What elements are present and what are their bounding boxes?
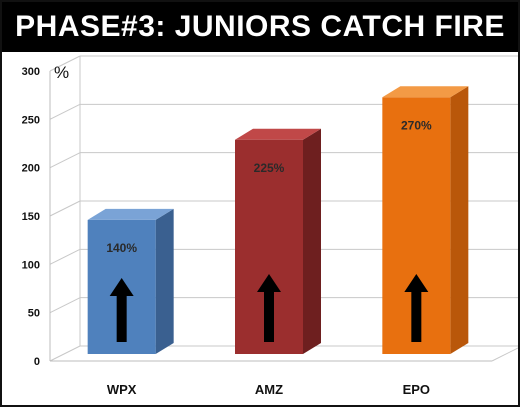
bar-top xyxy=(87,208,174,220)
bar-top xyxy=(235,128,321,140)
data-label: 140% xyxy=(106,241,137,255)
floor-right-edge xyxy=(491,347,518,362)
x-category-label: EPO xyxy=(403,382,430,397)
grid-diagonal xyxy=(49,248,81,265)
arrow-up-icon xyxy=(109,278,134,342)
y-tick-label: 200 xyxy=(22,163,40,175)
data-label: 270% xyxy=(401,118,432,132)
y-tick-label: 0 xyxy=(34,356,40,368)
y-tick-label: 100 xyxy=(22,259,40,271)
y-tick-label: 50 xyxy=(28,308,40,320)
data-label: 225% xyxy=(254,161,285,175)
bar-side xyxy=(155,208,174,354)
axes xyxy=(49,56,518,362)
y-tick-label: 250 xyxy=(22,114,40,126)
y-axis-unit-label: % xyxy=(54,63,69,82)
arrow-up-icon xyxy=(257,274,281,342)
y-tick-label: 150 xyxy=(22,211,40,223)
bar-top xyxy=(382,86,469,98)
bar-side xyxy=(303,128,321,354)
x-category-label: AMZ xyxy=(255,382,283,397)
labels: 0 50 100 150 200 250 300 140% WPX 225% AMZ 270% EPO xyxy=(22,66,432,397)
bar-wpx xyxy=(87,208,174,354)
y-tick-label: 300 xyxy=(22,66,40,78)
title-bar: PHASE#3: JUNIORS CATCH FIRE xyxy=(2,2,518,52)
grid-diagonal xyxy=(49,200,81,217)
grid-diagonal xyxy=(49,345,81,362)
grid-diagonal xyxy=(49,152,81,169)
x-category-label: WPX xyxy=(107,382,137,397)
grid-diagonal xyxy=(49,55,81,72)
chart-title: PHASE#3: JUNIORS CATCH FIRE xyxy=(15,10,505,43)
bar-epo xyxy=(382,86,469,355)
bar-amz xyxy=(235,128,321,354)
bars xyxy=(87,86,469,355)
grid-diagonal xyxy=(49,297,81,314)
grid-diagonal xyxy=(49,103,81,120)
arrow-up-icon xyxy=(404,274,429,342)
bar-side xyxy=(450,86,469,355)
